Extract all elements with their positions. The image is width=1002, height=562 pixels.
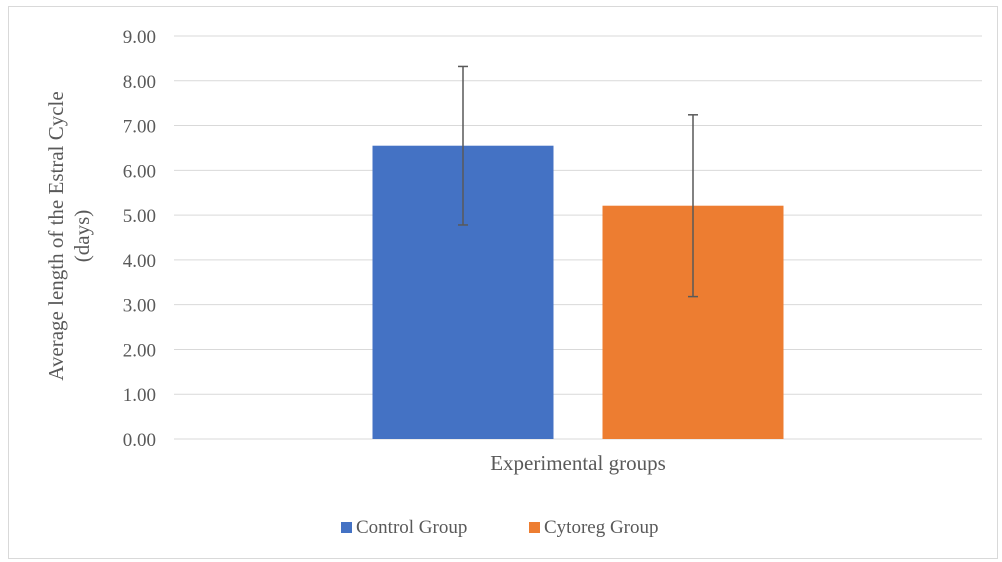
legend-label-control: Control Group xyxy=(356,517,467,538)
gridlines xyxy=(174,35,982,440)
y-tick-label: 2.00 xyxy=(123,340,156,361)
y-tick-label: 5.00 xyxy=(123,206,156,227)
x-axis-title: Experimental groups xyxy=(490,451,666,475)
legend-swatch-control xyxy=(341,522,352,533)
legend-swatch-cytoreg xyxy=(529,522,540,533)
y-axis-title-line-1: Average length of the Estral Cycle xyxy=(44,91,68,380)
y-tick-label: 6.00 xyxy=(123,161,156,182)
y-axis-title-line-2: (days) xyxy=(70,210,94,262)
y-tick-label: 4.00 xyxy=(123,251,156,272)
y-tick-label: 0.00 xyxy=(123,430,156,451)
y-tick-label: 1.00 xyxy=(123,385,156,406)
legend-label-cytoreg: Cytoreg Group xyxy=(544,517,659,538)
legend: Control Group Cytoreg Group xyxy=(341,517,659,538)
y-tick-labels: 0.00 1.00 2.00 3.00 4.00 5.00 6.00 7.00 8.00 9.00 xyxy=(123,27,156,451)
bars xyxy=(372,145,784,439)
y-tick-label: 9.00 xyxy=(123,27,156,48)
y-tick-label: 7.00 xyxy=(123,117,156,138)
y-tick-label: 3.00 xyxy=(123,296,156,317)
y-tick-label: 8.00 xyxy=(123,72,156,93)
error-bars xyxy=(458,65,698,298)
